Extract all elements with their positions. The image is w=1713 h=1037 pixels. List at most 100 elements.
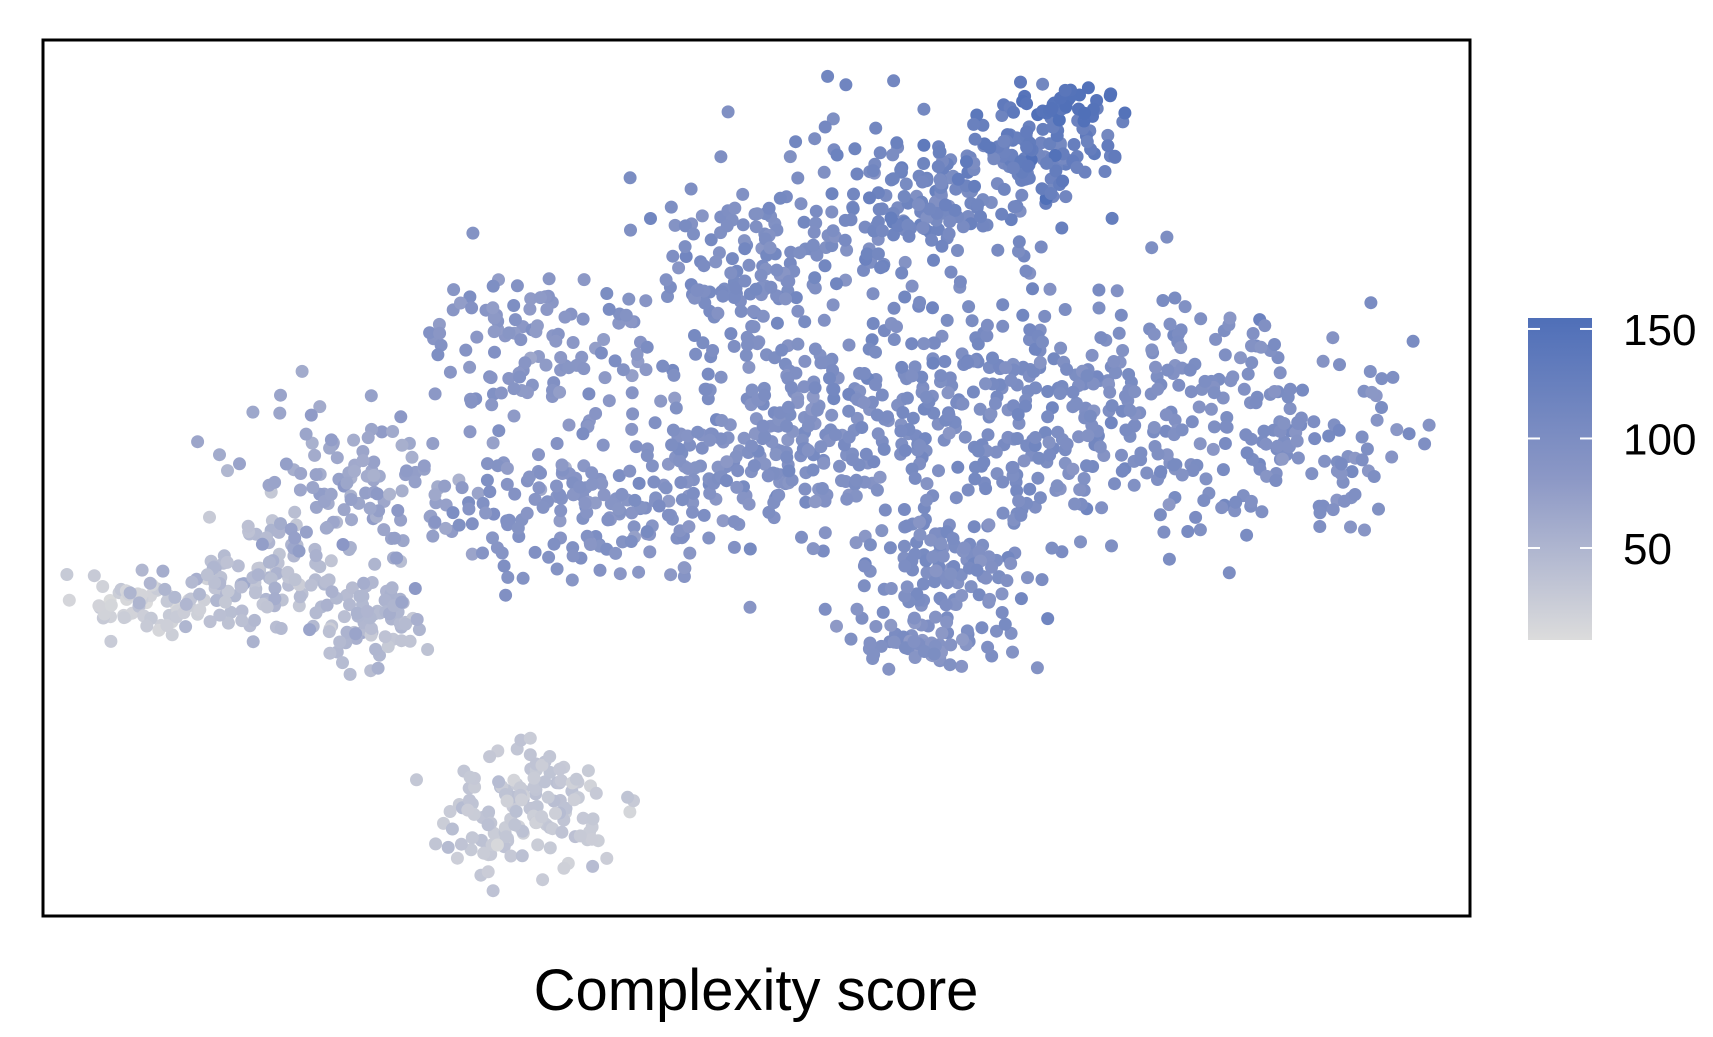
- data-point: [900, 519, 914, 533]
- data-point: [779, 292, 792, 306]
- data-point: [361, 431, 375, 445]
- data-point: [997, 134, 1011, 148]
- data-point: [1178, 300, 1192, 314]
- data-point: [1105, 211, 1119, 225]
- data-point: [900, 391, 914, 405]
- data-point: [1041, 612, 1055, 626]
- data-point: [584, 538, 597, 551]
- data-point: [1030, 661, 1044, 675]
- data-point: [961, 356, 975, 370]
- data-point: [981, 428, 995, 442]
- data-point: [483, 485, 497, 499]
- data-point: [1028, 431, 1042, 444]
- data-point: [1156, 294, 1170, 307]
- data-point: [549, 806, 562, 820]
- data-point: [558, 310, 572, 324]
- data-point: [669, 401, 683, 415]
- data-point: [679, 250, 693, 263]
- data-point: [1010, 432, 1024, 445]
- data-point: [807, 225, 821, 239]
- data-point: [985, 560, 998, 574]
- data-point: [621, 790, 635, 804]
- data-point: [502, 372, 516, 385]
- data-point: [333, 635, 347, 649]
- data-point: [1021, 159, 1035, 173]
- data-point: [1332, 423, 1346, 437]
- data-point: [1367, 470, 1381, 483]
- data-point: [938, 198, 952, 212]
- data-point: [400, 464, 413, 478]
- data-point: [1360, 442, 1374, 456]
- data-point: [977, 455, 991, 469]
- data-point: [1344, 520, 1357, 534]
- data-point: [1006, 161, 1020, 175]
- data-point: [1017, 454, 1031, 468]
- data-point: [213, 608, 227, 622]
- data-point: [968, 179, 981, 193]
- data-point: [343, 667, 357, 681]
- data-point: [518, 356, 532, 370]
- data-point: [520, 506, 534, 520]
- data-point: [829, 428, 842, 442]
- data-point: [754, 268, 768, 282]
- data-point: [797, 380, 811, 394]
- data-point: [369, 642, 383, 656]
- data-point: [666, 423, 680, 437]
- data-point: [622, 292, 636, 306]
- data-point: [288, 531, 302, 545]
- data-point: [818, 494, 832, 508]
- data-point: [485, 398, 499, 412]
- data-point: [464, 395, 478, 409]
- data-point: [1029, 381, 1042, 395]
- data-point: [866, 164, 880, 178]
- data-point: [940, 313, 954, 327]
- data-point: [907, 611, 921, 625]
- data-point: [193, 603, 207, 617]
- data-point: [948, 203, 962, 217]
- data-point: [1216, 463, 1230, 477]
- data-point: [714, 432, 728, 446]
- data-point: [1020, 140, 1034, 154]
- data-point: [869, 345, 882, 359]
- data-point: [883, 541, 897, 555]
- data-point: [840, 492, 854, 506]
- data-point: [639, 294, 653, 308]
- data-point: [1059, 190, 1073, 204]
- data-point: [60, 568, 74, 581]
- data-point: [1337, 494, 1351, 508]
- data-point: [996, 298, 1010, 312]
- data-point: [523, 302, 537, 316]
- data-point: [932, 464, 945, 478]
- data-point: [463, 425, 477, 439]
- data-point: [964, 580, 978, 594]
- data-point: [984, 407, 998, 421]
- data-point: [654, 394, 668, 408]
- data-point: [698, 296, 712, 310]
- data-point: [395, 595, 409, 609]
- data-point: [689, 347, 703, 361]
- data-point: [500, 461, 514, 475]
- data-point: [1390, 423, 1404, 437]
- data-point: [477, 846, 491, 860]
- data-point: [899, 177, 913, 191]
- data-point: [871, 247, 885, 261]
- data-point: [789, 135, 803, 149]
- data-point: [980, 329, 994, 343]
- data-point: [357, 576, 371, 590]
- data-point: [758, 430, 772, 444]
- data-point: [104, 598, 118, 612]
- data-point: [235, 580, 248, 594]
- data-point: [936, 549, 950, 563]
- data-point: [340, 476, 354, 490]
- data-point: [1056, 174, 1070, 188]
- data-point: [897, 503, 911, 516]
- data-point: [377, 523, 391, 537]
- data-point: [395, 634, 408, 648]
- data-point: [686, 505, 699, 519]
- data-point: [367, 455, 381, 469]
- data-point: [299, 525, 313, 539]
- data-point: [241, 519, 255, 533]
- data-point: [798, 315, 812, 329]
- data-point: [1218, 437, 1232, 450]
- data-point: [645, 459, 659, 473]
